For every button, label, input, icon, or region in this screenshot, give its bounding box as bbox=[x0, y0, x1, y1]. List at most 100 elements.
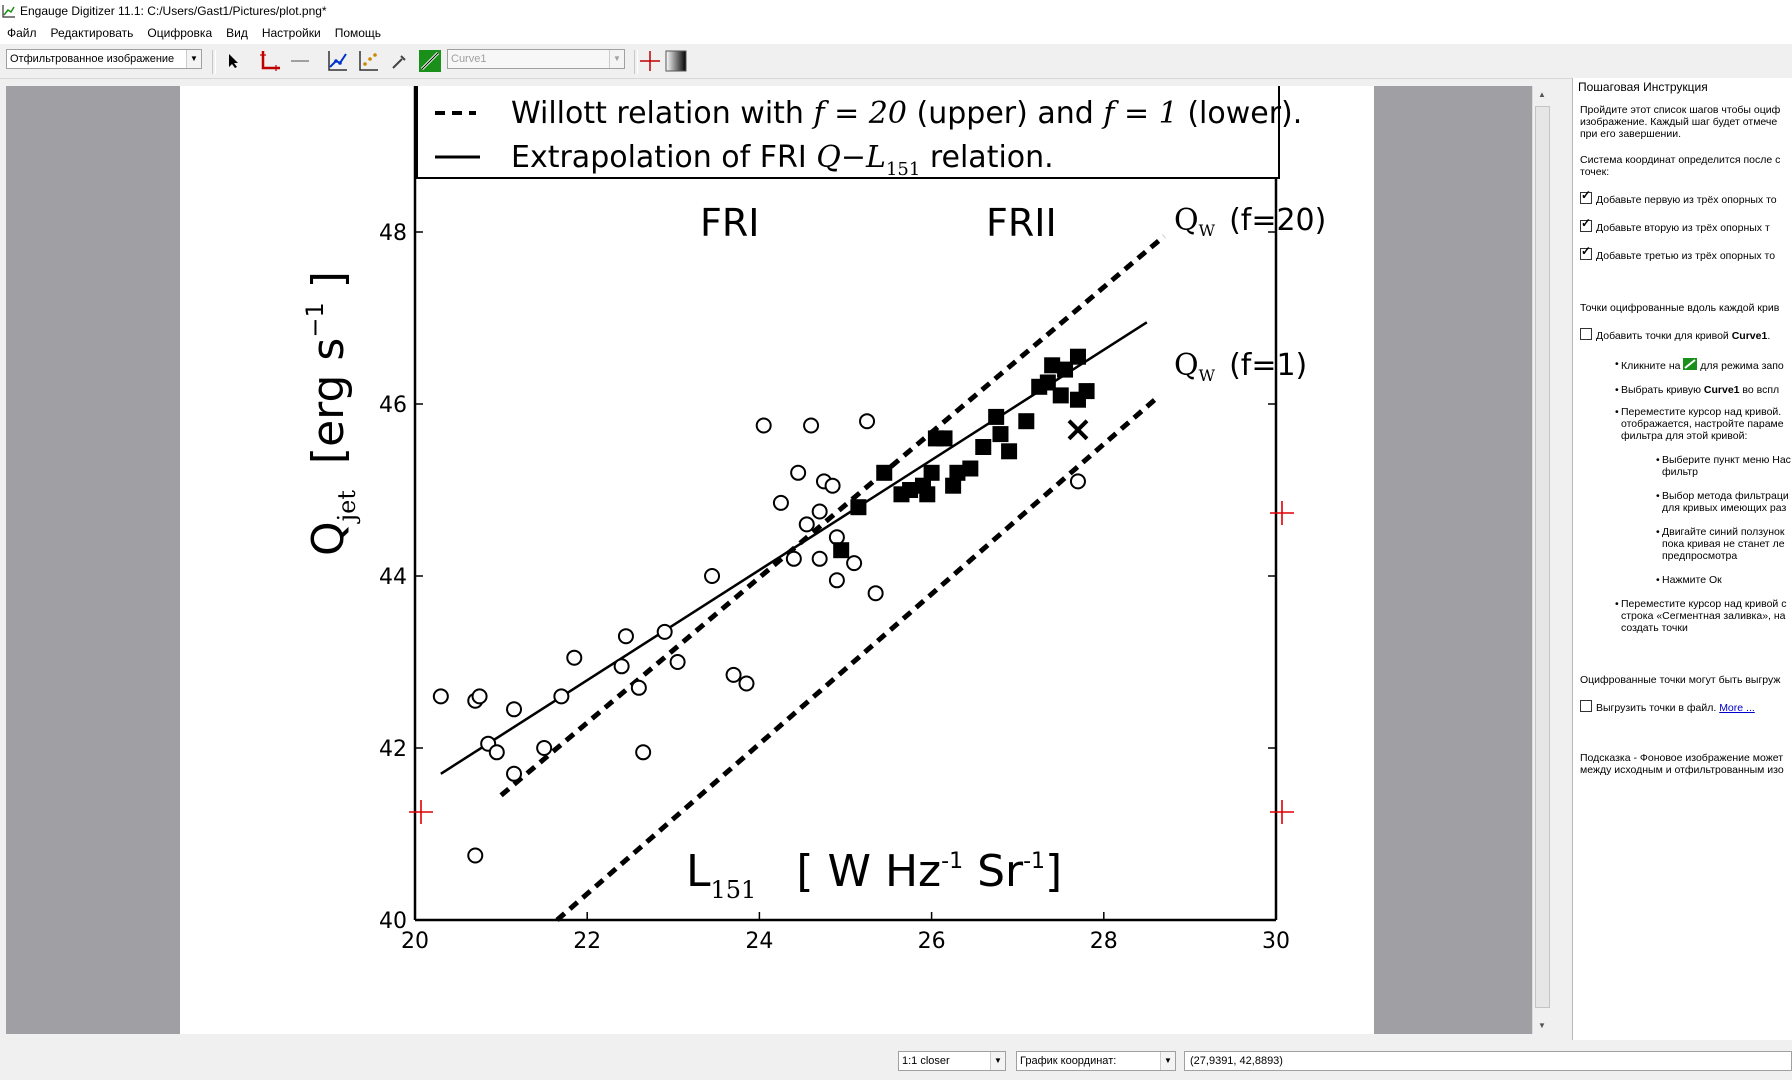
axis-marker-y[interactable] bbox=[1270, 501, 1294, 525]
menu-edit[interactable]: Редактировать bbox=[50, 26, 134, 40]
filter-step-4: Нажмите Ок bbox=[1656, 574, 1722, 586]
open-circle-point bbox=[846, 555, 863, 572]
open-circle-point bbox=[656, 623, 673, 640]
select-tool-button[interactable] bbox=[222, 49, 246, 73]
background-toggle-button[interactable] bbox=[664, 49, 688, 73]
fri-label: FRI bbox=[700, 201, 759, 245]
open-circle-point bbox=[617, 628, 634, 645]
filled-square-point bbox=[833, 542, 850, 559]
background-mode-select[interactable]: Отфильтрованное изображение ▼ bbox=[6, 49, 202, 69]
filled-square-point bbox=[975, 439, 992, 455]
plot-image[interactable]: 20 22 24 26 28 30 40 42 44 46 48 Willott relation … bbox=[6, 86, 1532, 1034]
open-circle-point bbox=[506, 701, 523, 718]
chevron-down-icon: ▼ bbox=[990, 1052, 1005, 1070]
segment-fill-icon bbox=[1683, 358, 1698, 370]
menu-help[interactable]: Помощь bbox=[334, 26, 382, 40]
checkbox-unchecked-icon bbox=[1580, 328, 1592, 340]
vertical-scrollbar[interactable]: ▲ ▼ bbox=[1532, 86, 1551, 1034]
menu-file[interactable]: Файл bbox=[7, 26, 37, 40]
segment-fill-tool-button[interactable] bbox=[418, 49, 442, 73]
coords-mode-select[interactable]: График координат: ▼ bbox=[1016, 1051, 1176, 1071]
open-circle-point bbox=[613, 658, 630, 675]
curve-select[interactable]: Curve1 ▼ bbox=[447, 49, 625, 69]
filled-square-point bbox=[1001, 443, 1018, 460]
filled-square-point bbox=[919, 486, 936, 503]
x-tick-label: 24 bbox=[745, 929, 773, 954]
scale-bar-icon bbox=[291, 60, 309, 62]
axis-step-2: Добавьте вторую из трёх опорных т bbox=[1580, 217, 1770, 234]
scale-bar-tool-button[interactable] bbox=[288, 49, 312, 73]
open-circle-point bbox=[798, 516, 815, 533]
axis-point-tool-button[interactable] bbox=[258, 49, 282, 73]
tick-labels: 20 22 24 26 28 30 40 42 44 46 48 bbox=[379, 221, 1290, 954]
open-circle-point bbox=[1069, 473, 1086, 490]
axis-step-3: Добавьте третью из трёх опорных то bbox=[1580, 245, 1775, 262]
checkbox-checked-icon bbox=[1580, 245, 1592, 260]
axis-point-markers[interactable] bbox=[409, 501, 1294, 824]
curve-point-tool-button[interactable] bbox=[325, 49, 349, 73]
axis-marker-x[interactable] bbox=[1270, 800, 1294, 824]
open-circle-point bbox=[566, 649, 583, 666]
menu-view[interactable]: Вид bbox=[226, 26, 248, 40]
lower-line-label: QW (f=1) bbox=[1174, 348, 1307, 385]
point-match-tool-button[interactable] bbox=[356, 49, 380, 73]
intro-line: изображение. Каждый шаг будет отмече bbox=[1580, 116, 1778, 128]
legend-dashed-label: Willott relation with f = 20 (upper) and… bbox=[511, 96, 1302, 131]
open-circle-point bbox=[488, 744, 505, 761]
checkbox-unchecked-icon bbox=[1580, 700, 1592, 712]
menu-digitize[interactable]: Оцифровка bbox=[147, 26, 213, 40]
filled-square-point bbox=[949, 464, 966, 481]
coords-mode-value: График координат: bbox=[1020, 1055, 1117, 1067]
open-circle-point bbox=[790, 464, 807, 481]
checklist-toggle-button[interactable] bbox=[638, 49, 662, 73]
open-circle-point bbox=[772, 494, 789, 511]
segment-fill-icon bbox=[419, 50, 441, 72]
scroll-down-icon[interactable]: ▼ bbox=[1538, 1021, 1546, 1030]
open-circle-point bbox=[867, 585, 884, 602]
filled-square-point bbox=[1044, 357, 1061, 374]
x-tick-label: 28 bbox=[1090, 929, 1118, 954]
zoom-value: 1:1 closer bbox=[902, 1055, 950, 1067]
filled-square-point bbox=[988, 408, 1005, 425]
filled-square-point bbox=[1078, 383, 1095, 400]
scroll-thumb[interactable] bbox=[1535, 106, 1550, 1008]
scroll-up-icon[interactable]: ▲ bbox=[1538, 90, 1546, 99]
chevron-down-icon: ▼ bbox=[1160, 1052, 1175, 1070]
y-tick-label: 48 bbox=[379, 221, 407, 246]
y-tick-label: 44 bbox=[379, 565, 407, 590]
eyedropper-icon bbox=[392, 55, 406, 69]
filled-square-point bbox=[992, 426, 1009, 443]
open-circle-point bbox=[725, 666, 742, 683]
filled-square-point bbox=[945, 477, 962, 494]
frii-label: FRII bbox=[986, 201, 1057, 245]
menu-settings[interactable]: Настройки bbox=[261, 26, 321, 40]
x-axis-label: L151[ W Hz-1 Sr-1] bbox=[686, 846, 1062, 904]
open-circle-point bbox=[432, 688, 449, 705]
checkbox-checked-icon bbox=[1580, 189, 1592, 204]
data-points bbox=[432, 348, 1095, 864]
open-circle-point bbox=[704, 568, 721, 584]
axis-step-1: Добавьте первую из трёх опорных то bbox=[1580, 189, 1777, 206]
legend-solid-label: Extrapolation of FRI Q−L151 relation. bbox=[511, 140, 1054, 183]
axis-marker-origin[interactable] bbox=[409, 800, 433, 824]
filled-square-point bbox=[1018, 413, 1035, 430]
toolbar-separator bbox=[212, 50, 216, 74]
open-circle-point bbox=[859, 413, 876, 430]
window-title: Engauge Digitizer 11.1: C:/Users/Gast1/P… bbox=[20, 4, 327, 18]
more-link[interactable]: More ... bbox=[1719, 702, 1755, 714]
image-canvas[interactable]: 20 22 24 26 28 30 40 42 44 46 48 Willott relation … bbox=[6, 86, 1532, 1034]
zoom-select[interactable]: 1:1 closer ▼ bbox=[898, 1051, 1006, 1071]
color-picker-tool-button[interactable] bbox=[388, 49, 412, 73]
open-circle-point bbox=[506, 765, 523, 782]
axis-point-icon bbox=[260, 51, 280, 71]
intro-line: при его завершении. bbox=[1580, 128, 1682, 140]
open-circle-point bbox=[811, 503, 828, 520]
open-circle-point bbox=[471, 688, 488, 705]
filled-square-point bbox=[1069, 348, 1086, 365]
legend-box bbox=[416, 86, 1280, 179]
open-circle-point bbox=[828, 572, 845, 589]
background-mode-value: Отфильтрованное изображение bbox=[10, 53, 175, 65]
